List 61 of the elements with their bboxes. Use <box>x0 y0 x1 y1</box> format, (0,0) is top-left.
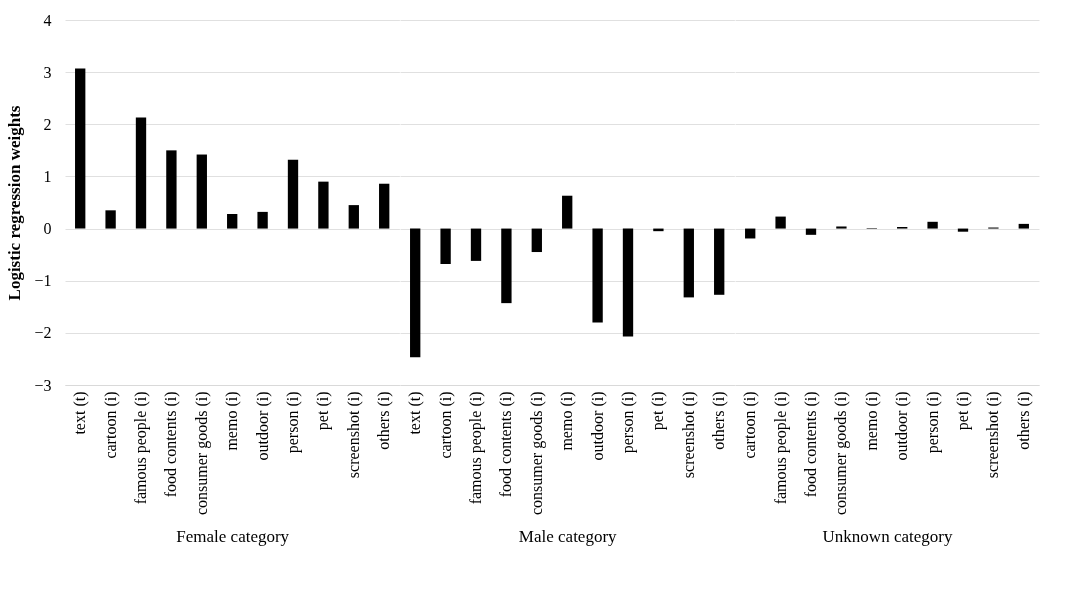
x-tick-label: food contents (i) <box>802 391 820 498</box>
x-tick-label: person (i) <box>923 391 942 454</box>
bar <box>805 228 817 235</box>
x-tick-label: others (i) <box>375 391 394 450</box>
x-tick-label: screenshot (i) <box>344 391 363 479</box>
x-tick-label: cartoon (i) <box>436 391 455 459</box>
y-tick-label: 1 <box>43 167 52 185</box>
y-tick-label: −1 <box>34 272 52 290</box>
x-tick-label: person (i) <box>619 391 637 454</box>
bar <box>1018 223 1029 229</box>
x-tick-label: pet (i) <box>954 391 972 431</box>
x-tick-label: outdoor (i) <box>893 391 912 461</box>
x-tick-label: text (t) <box>406 391 425 435</box>
y-tick-label: 4 <box>43 11 52 29</box>
x-tick-label: memo (i) <box>862 391 881 451</box>
x-tick-label: memo (i) <box>223 391 242 451</box>
y-tick-label: 3 <box>43 63 52 81</box>
bar <box>227 213 238 229</box>
x-tick-label: person (i) <box>284 391 302 454</box>
x-tick-label: famous people (i) <box>132 391 150 505</box>
x-axis-title: Female category <box>176 527 290 547</box>
bar <box>318 181 329 229</box>
x-tick-label: others (i) <box>1014 391 1033 450</box>
x-tick-label: cartoon (i) <box>101 391 120 459</box>
bar <box>75 68 86 229</box>
x-tick-label: others (i) <box>710 391 729 450</box>
x-tick-label: outdoor (i) <box>588 391 607 461</box>
bar <box>287 159 299 229</box>
bar <box>257 211 268 229</box>
y-tick-label: −2 <box>34 324 52 342</box>
bar <box>379 183 390 229</box>
bar <box>957 228 969 232</box>
x-tick-label: food contents (i) <box>497 391 516 498</box>
x-tick-label: outdoor (i) <box>253 391 272 461</box>
y-tick-label: 2 <box>43 115 52 133</box>
x-axis-title: Male category <box>518 527 618 547</box>
x-axis-title: Unknown category <box>822 527 953 547</box>
x-tick-label: text (t) <box>71 391 90 435</box>
x-tick-label: memo (i) <box>558 391 577 451</box>
x-tick-label: consumer goods (i) <box>832 391 851 516</box>
bar <box>105 210 116 229</box>
x-tick-label: food contents (i) <box>162 391 181 498</box>
bar <box>836 226 847 229</box>
x-tick-label: pet (i) <box>314 391 333 431</box>
x-tick-label: screenshot (i) <box>679 391 698 479</box>
y-axis-title: Logistic regression weights <box>5 105 25 301</box>
bar <box>348 205 359 229</box>
x-tick-label: famous people (i) <box>771 391 790 505</box>
x-tick-label: consumer goods (i) <box>527 391 546 516</box>
x-tick-label: cartoon (i) <box>741 391 760 459</box>
x-tick-label: famous people (i) <box>467 391 485 505</box>
bar <box>196 154 207 229</box>
bar <box>135 117 147 229</box>
y-tick-label: −3 <box>34 376 52 394</box>
x-tick-label: screenshot (i) <box>984 391 1003 479</box>
bar <box>775 216 786 229</box>
bar <box>166 150 177 229</box>
x-tick-label: pet (i) <box>649 391 668 431</box>
x-tick-label: consumer goods (i) <box>192 391 211 516</box>
y-tick-label: 0 <box>43 220 52 238</box>
bar <box>927 221 938 229</box>
